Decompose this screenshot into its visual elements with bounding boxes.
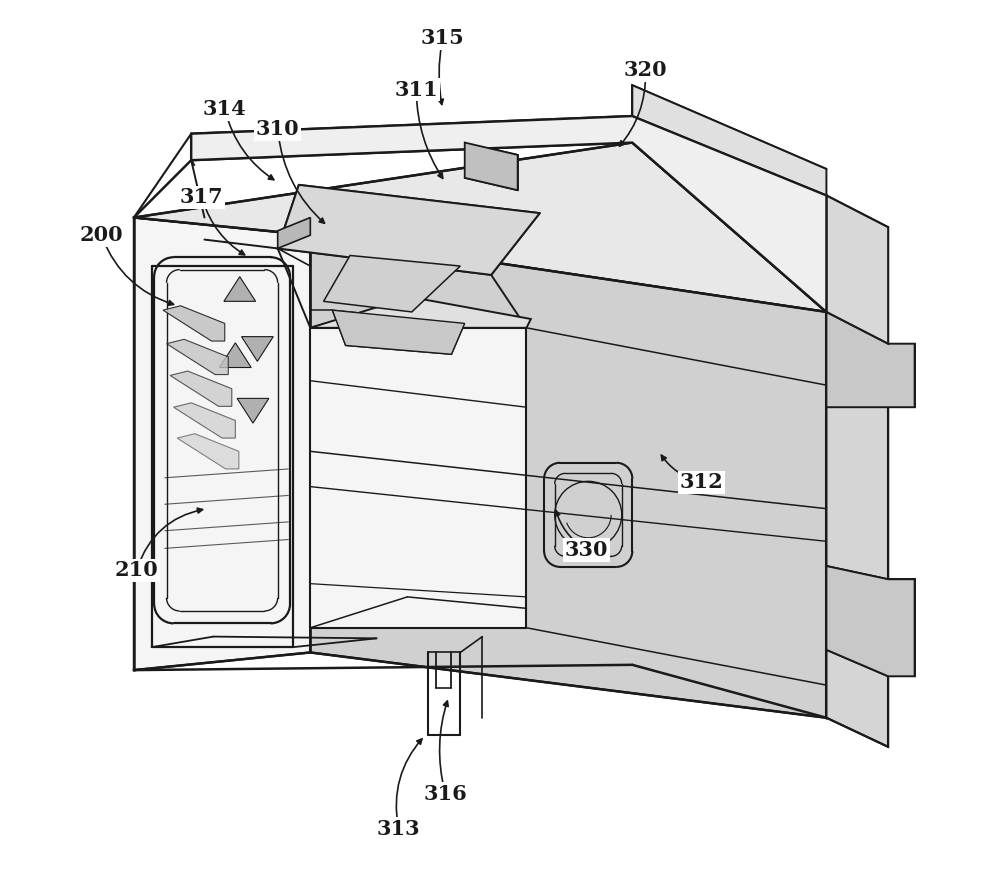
Polygon shape [310, 297, 531, 327]
Polygon shape [826, 566, 915, 676]
Text: 310: 310 [256, 119, 299, 139]
Text: 316: 316 [423, 783, 467, 804]
Text: 330: 330 [565, 540, 608, 560]
Polygon shape [278, 218, 310, 249]
Polygon shape [242, 336, 273, 361]
Polygon shape [237, 398, 269, 423]
Text: 200: 200 [79, 225, 123, 245]
Polygon shape [826, 312, 915, 407]
Polygon shape [332, 310, 465, 354]
Polygon shape [826, 196, 888, 343]
Text: 312: 312 [679, 473, 723, 492]
Polygon shape [134, 142, 826, 312]
Polygon shape [310, 235, 826, 718]
Polygon shape [826, 312, 888, 747]
Polygon shape [324, 256, 460, 312]
Text: 313: 313 [377, 819, 420, 839]
Polygon shape [632, 85, 826, 196]
Text: 317: 317 [180, 188, 224, 207]
Text: 315: 315 [421, 28, 465, 49]
Polygon shape [278, 185, 540, 275]
Polygon shape [219, 342, 251, 367]
Polygon shape [167, 339, 228, 374]
Polygon shape [177, 434, 239, 469]
Polygon shape [134, 218, 310, 670]
Polygon shape [191, 116, 826, 312]
Polygon shape [465, 142, 518, 190]
Polygon shape [170, 371, 232, 406]
Text: 314: 314 [203, 99, 247, 119]
Text: 320: 320 [624, 60, 667, 81]
Polygon shape [310, 327, 526, 627]
Polygon shape [174, 403, 235, 438]
Polygon shape [224, 277, 256, 302]
Text: 311: 311 [394, 80, 438, 100]
Text: 210: 210 [115, 560, 158, 581]
Polygon shape [163, 305, 225, 341]
